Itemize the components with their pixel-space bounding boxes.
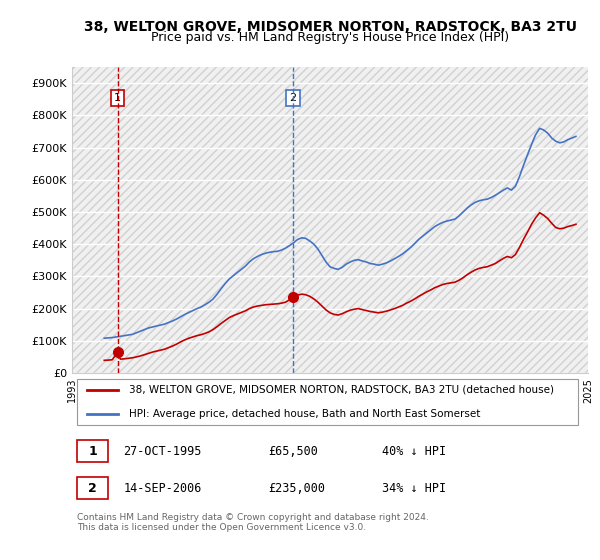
Text: £235,000: £235,000 — [268, 482, 325, 494]
Text: 14-SEP-2006: 14-SEP-2006 — [124, 482, 202, 494]
Text: £65,500: £65,500 — [268, 445, 318, 458]
Text: Price paid vs. HM Land Registry's House Price Index (HPI): Price paid vs. HM Land Registry's House … — [151, 31, 509, 44]
Text: 1: 1 — [88, 445, 97, 458]
Text: 34% ↓ HPI: 34% ↓ HPI — [382, 482, 446, 494]
Text: 2: 2 — [88, 482, 97, 494]
Text: 1: 1 — [114, 93, 121, 103]
Text: HPI: Average price, detached house, Bath and North East Somerset: HPI: Average price, detached house, Bath… — [129, 409, 480, 419]
Text: 40% ↓ HPI: 40% ↓ HPI — [382, 445, 446, 458]
Text: 38, WELTON GROVE, MIDSOMER NORTON, RADSTOCK, BA3 2TU: 38, WELTON GROVE, MIDSOMER NORTON, RADST… — [83, 20, 577, 34]
Text: 27-OCT-1995: 27-OCT-1995 — [124, 445, 202, 458]
FancyBboxPatch shape — [77, 440, 108, 462]
Text: 2: 2 — [290, 93, 296, 103]
FancyBboxPatch shape — [77, 477, 108, 499]
Text: 38, WELTON GROVE, MIDSOMER NORTON, RADSTOCK, BA3 2TU (detached house): 38, WELTON GROVE, MIDSOMER NORTON, RADST… — [129, 385, 554, 395]
Text: Contains HM Land Registry data © Crown copyright and database right 2024.
This d: Contains HM Land Registry data © Crown c… — [77, 513, 429, 533]
FancyBboxPatch shape — [77, 379, 578, 426]
